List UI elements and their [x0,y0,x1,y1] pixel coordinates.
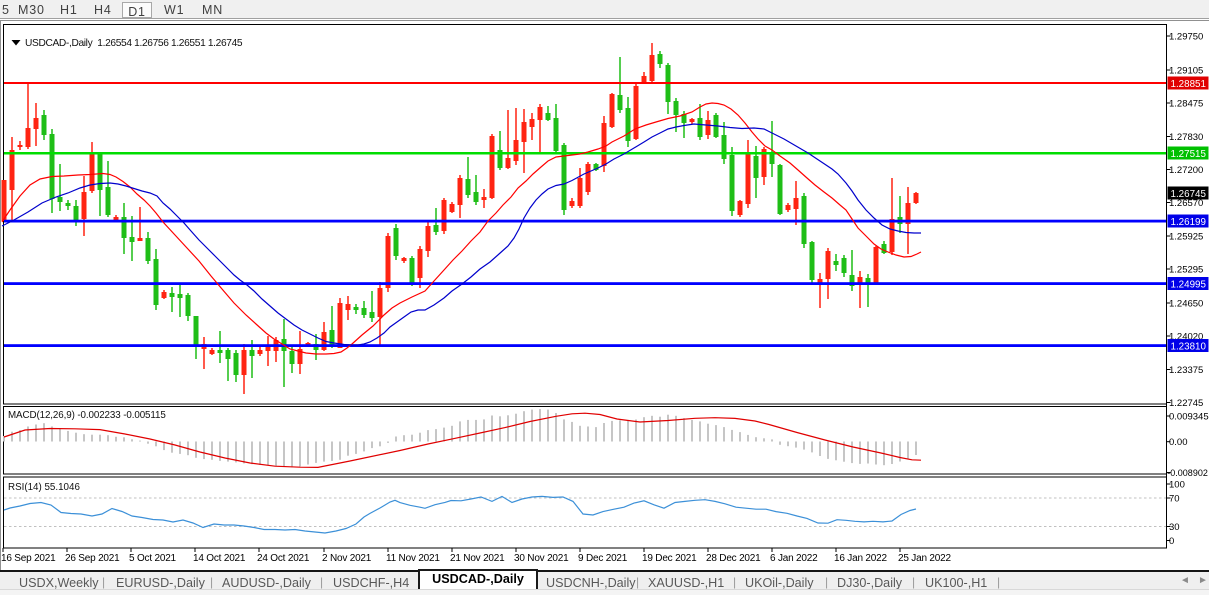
svg-text:9 Dec 2021: 9 Dec 2021 [578,553,628,564]
svg-text:28 Dec 2021: 28 Dec 2021 [706,553,761,564]
svg-text:USDCAD-,Daily 1.26554 1.26756: USDCAD-,Daily 1.26554 1.26756 1.26551 1.… [25,38,243,49]
svg-text:30 Nov 2021: 30 Nov 2021 [514,553,569,564]
svg-text:100: 100 [1169,480,1185,491]
svg-text:0.009345: 0.009345 [1169,412,1209,423]
svg-text:1.28475: 1.28475 [1169,99,1203,110]
svg-text:MACD(12,26,9) -0.002233 -0.005: MACD(12,26,9) -0.002233 -0.005115 [8,410,166,421]
svg-text:11 Nov 2021: 11 Nov 2021 [386,553,440,564]
svg-text:1.27515: 1.27515 [1171,149,1207,160]
svg-text:30: 30 [1169,522,1180,533]
svg-text:-0.008902: -0.008902 [1167,468,1208,478]
svg-text:21 Nov 2021: 21 Nov 2021 [450,553,505,564]
svg-text:1.23810: 1.23810 [1171,341,1207,352]
svg-text:1.24020: 1.24020 [1169,332,1203,343]
svg-text:19 Dec 2021: 19 Dec 2021 [642,553,697,564]
svg-text:1.29750: 1.29750 [1169,32,1203,43]
svg-text:1.24995: 1.24995 [1171,279,1207,290]
svg-text:6 Jan 2022: 6 Jan 2022 [770,553,818,564]
svg-text:25 Jan 2022: 25 Jan 2022 [898,553,951,564]
svg-text:1.25925: 1.25925 [1169,232,1203,243]
svg-text:24 Oct 2021: 24 Oct 2021 [257,553,310,564]
svg-text:5 Oct 2021: 5 Oct 2021 [129,553,177,564]
svg-text:1.23375: 1.23375 [1169,365,1203,376]
svg-text:26 Sep 2021: 26 Sep 2021 [65,553,120,564]
svg-text:70: 70 [1169,494,1180,505]
svg-text:2 Nov 2021: 2 Nov 2021 [322,553,372,564]
svg-text:1.26570: 1.26570 [1169,198,1203,209]
svg-text:14 Oct 2021: 14 Oct 2021 [193,553,246,564]
svg-text:1.22745: 1.22745 [1169,398,1203,409]
svg-text:0: 0 [1169,536,1174,547]
svg-text:16 Jan 2022: 16 Jan 2022 [834,553,887,564]
svg-text:1.26745: 1.26745 [1171,189,1207,200]
svg-text:1.26199: 1.26199 [1171,217,1206,228]
svg-text:1.27200: 1.27200 [1169,165,1203,176]
svg-text:1.27830: 1.27830 [1169,132,1203,143]
svg-text:RSI(14) 55.1046: RSI(14) 55.1046 [8,482,80,493]
svg-text:1.29105: 1.29105 [1169,66,1203,77]
svg-text:1.24650: 1.24650 [1169,299,1203,310]
svg-text:1.28851: 1.28851 [1171,79,1206,90]
svg-text:1.25295: 1.25295 [1169,265,1203,276]
svg-text:16 Sep 2021: 16 Sep 2021 [1,553,56,564]
svg-text:0.00: 0.00 [1169,437,1188,448]
